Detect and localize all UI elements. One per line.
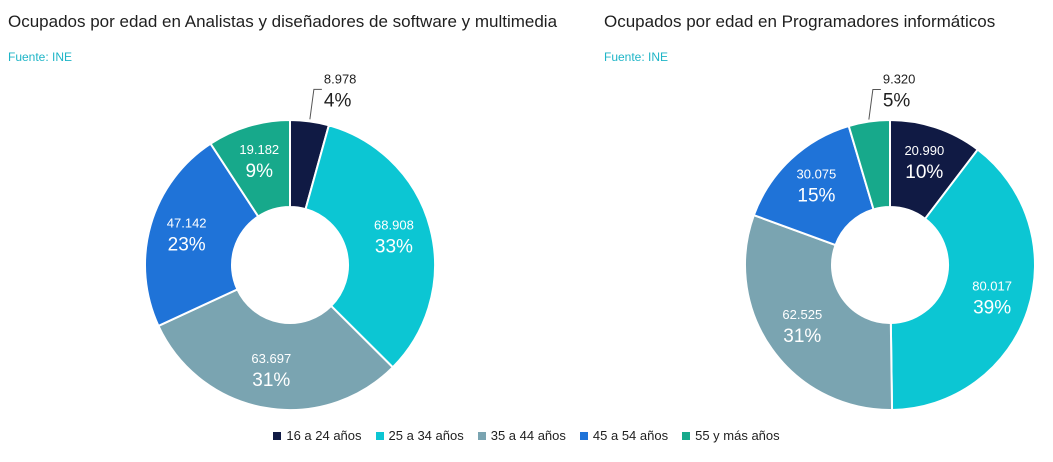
legend-item-35-44: 35 a 44 años	[477, 428, 566, 443]
data-label-percent-1-4: 5%	[883, 91, 911, 112]
legend-swatch	[375, 431, 384, 440]
data-label-value-1-4: 9.320	[883, 72, 916, 87]
data-label-percent-0-3: 23%	[168, 234, 206, 255]
legend-swatch	[579, 431, 588, 440]
chart-title-programadores: Ocupados por edad en Programadores infor…	[604, 12, 996, 31]
data-label-value-0-1: 68.908	[374, 218, 414, 233]
data-label-value-0-3: 47.142	[167, 215, 207, 230]
data-label-percent-1-0: 10%	[905, 162, 943, 183]
legend-item-25-34: 25 a 34 años	[375, 428, 464, 443]
chart-title-analistas: Ocupados por edad en Analistas y diseñad…	[8, 12, 558, 31]
data-label-percent-0-1: 33%	[375, 237, 413, 258]
donut-slice-1-1	[889, 148, 1036, 412]
legend-label: 45 a 54 años	[592, 428, 669, 443]
legend-item-16-24: 16 a 24 años	[273, 428, 362, 443]
chart-source-analistas: Fuente: INE	[8, 50, 73, 64]
donut-slice-0-3	[144, 142, 260, 328]
legend-swatch	[477, 431, 486, 440]
data-label-percent-1-2: 31%	[783, 326, 821, 347]
donut-slice-0-2	[157, 288, 395, 411]
legend-label: 25 a 34 años	[388, 428, 464, 443]
data-label-percent-1-3: 15%	[797, 186, 835, 207]
data-label-percent-0-2: 31%	[252, 370, 290, 391]
donut-slice-1-4	[847, 118, 891, 211]
data-label-value-1-1: 80.017	[972, 279, 1012, 294]
data-label-percent-0-0: 4%	[324, 90, 352, 111]
chart-legend: 16 a 24 años 25 a 34 años 35 a 44 años 4…	[0, 428, 1053, 443]
donut-slice-1-3	[752, 124, 875, 247]
chart-source-programadores: Fuente: INE	[604, 50, 669, 64]
data-label-value-1-2: 62.525	[782, 307, 822, 322]
donut-chart-programadores: 20.990 10% 80.017 39% 62.525 31% 30.075 15% 9.32…	[744, 72, 1036, 412]
data-label-value-0-4: 19.182	[239, 142, 279, 157]
data-label-percent-1-1: 39%	[973, 298, 1011, 319]
donut-slice-0-1	[304, 124, 436, 369]
legend-label: 55 y más años	[695, 428, 780, 443]
legend-item-45-54: 45 a 54 años	[579, 428, 669, 443]
legend-swatch	[273, 431, 282, 440]
data-label-value-1-3: 30.075	[797, 167, 837, 182]
leader-line-1-4	[868, 89, 881, 120]
legend-label: 35 a 44 años	[490, 428, 566, 443]
leader-line-0-0	[309, 88, 322, 120]
legend-swatch	[682, 431, 691, 440]
donut-slice-0-4	[209, 118, 291, 218]
legend-label: 16 a 24 años	[286, 428, 362, 443]
donut-slice-1-2	[744, 213, 894, 411]
legend-item-55-plus: 55 y más años	[682, 428, 780, 443]
data-label-percent-0-4: 9%	[246, 161, 274, 182]
data-label-value-1-0: 20.990	[904, 143, 944, 158]
donut-chart-analistas: 8.978 4% 68.908 33% 63.697 31% 47.142 23% 19.182…	[144, 71, 436, 411]
data-label-value-0-0: 8.978	[324, 71, 357, 86]
data-label-value-0-2: 63.697	[251, 351, 291, 366]
